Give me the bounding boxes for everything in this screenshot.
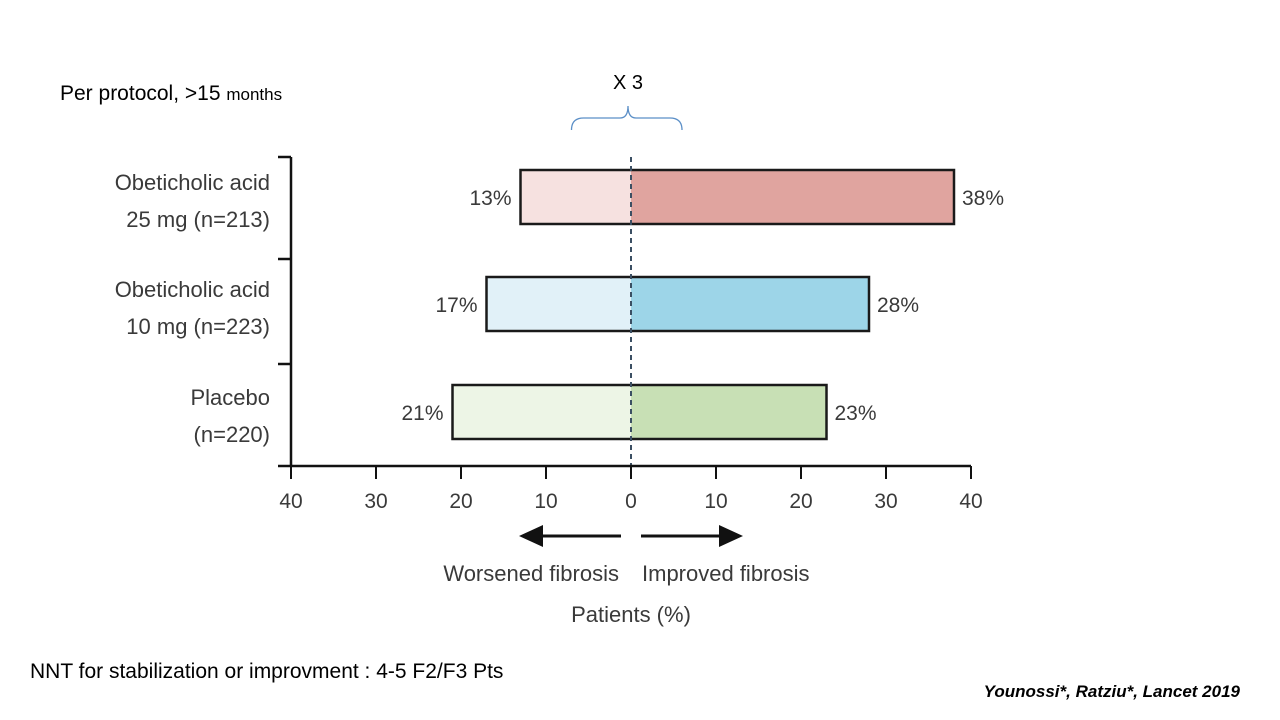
x-tick-label: 10	[704, 490, 727, 513]
subtitle-main: Per protocol, >15	[60, 82, 221, 105]
subtitle-unit: months	[226, 85, 283, 104]
x-tick-label: 40	[959, 490, 982, 513]
bar-outline	[519, 168, 956, 226]
right-arrow-icon	[719, 525, 743, 547]
x-axis-title: Patients (%)	[571, 602, 691, 627]
category-label: Obeticholic acid 25 mg (n=213)	[115, 170, 270, 232]
citation: Younossi*, Ratziu*, Lancet 2019	[983, 682, 1240, 701]
value-label-worsened: 17%	[435, 294, 477, 317]
brace	[570, 105, 683, 131]
x-tick-label: 0	[625, 490, 637, 513]
worsened-fibrosis-label: Worsened fibrosis	[443, 561, 619, 586]
bar-improved	[631, 385, 827, 439]
x-tick-label: 40	[279, 490, 302, 513]
value-label-worsened: 21%	[401, 402, 443, 425]
bar-outline	[485, 275, 871, 333]
brace-label: X 3	[613, 72, 643, 94]
bar-improved	[631, 277, 869, 331]
value-label-improved: 28%	[877, 294, 919, 317]
bar-worsened	[520, 170, 631, 224]
category-label: Obeticholic acid 10 mg (n=223)	[115, 277, 270, 339]
x-tick-label: 10	[534, 490, 557, 513]
value-label-improved: 23%	[835, 402, 877, 425]
left-arrow-icon	[519, 525, 543, 547]
bar-worsened	[486, 277, 631, 331]
bar-improved	[631, 170, 954, 224]
x-tick-label: 30	[874, 490, 897, 513]
value-label-improved: 38%	[962, 187, 1004, 210]
bar-worsened	[452, 385, 631, 439]
x-tick-label: 20	[449, 490, 472, 513]
value-label-worsened: 13%	[469, 187, 511, 210]
subtitle: Per protocol, >15 months	[60, 82, 282, 106]
nnt-note: NNT for stabilization or improvment : 4-…	[30, 660, 504, 683]
category-label: Placebo (n=220)	[190, 385, 270, 447]
x-tick-label: 30	[364, 490, 387, 513]
bar-outline	[451, 383, 828, 441]
improved-fibrosis-label: Improved fibrosis	[642, 561, 810, 586]
x-tick-label: 20	[789, 490, 812, 513]
